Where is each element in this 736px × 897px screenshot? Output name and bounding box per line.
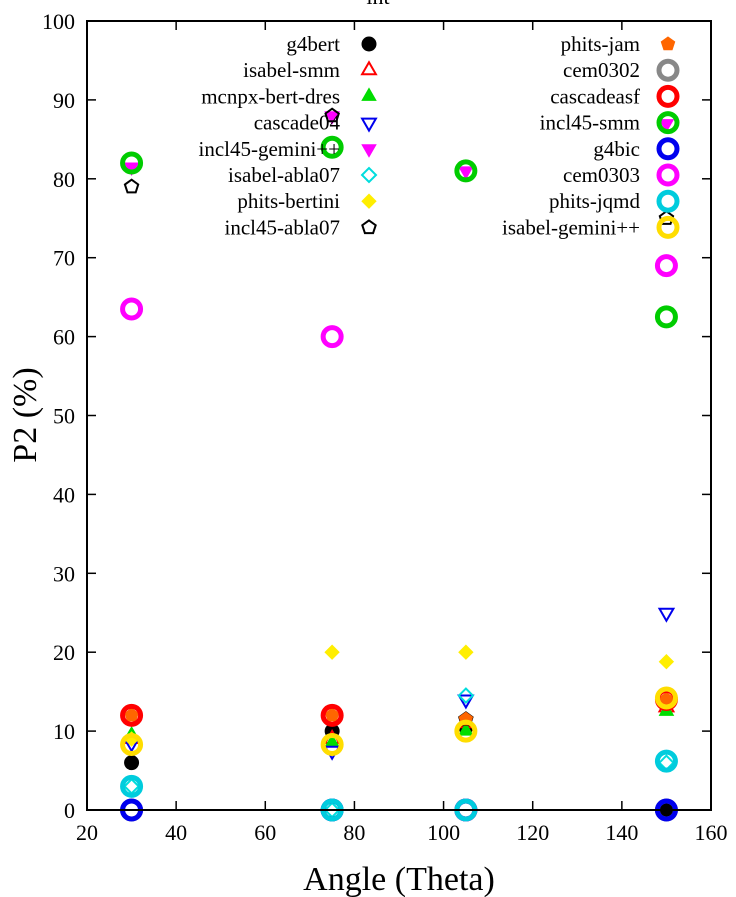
data-point-cem0303 xyxy=(654,254,678,278)
data-point-cem0303 xyxy=(320,325,344,349)
legend-label: cascadeasf xyxy=(550,84,640,108)
axis-ticks: 20 40 60 80 100 120 140 160 0 10 20 30 40 50 60 70 80 90 1… xyxy=(42,9,728,845)
y-tick-label: 100 xyxy=(42,9,75,34)
data-point-incl45-gemini++ xyxy=(324,111,340,125)
legend-marker-cascade04 xyxy=(360,117,378,133)
data-point-incl45-smm xyxy=(320,135,344,159)
y-tick-label: 40 xyxy=(53,482,75,507)
legend-marker-g4bic xyxy=(656,137,680,161)
legend-marker-g4bert xyxy=(361,36,377,52)
legend-label: cem0303 xyxy=(563,163,640,187)
legend-label: isabel-smm xyxy=(243,58,340,82)
y-tick-label: 80 xyxy=(53,167,75,192)
legend-label: g4bert xyxy=(286,32,340,56)
legend-marker-incl45-gemini++ xyxy=(361,144,377,158)
data-point-incl45-gemini++ xyxy=(458,166,474,180)
legend-marker-cascadeasf xyxy=(656,84,680,108)
y-tick-label: 90 xyxy=(53,88,75,113)
data-point-incl45-smm xyxy=(120,151,144,175)
data-point-incl45-gemini++ xyxy=(658,119,675,133)
data-point-isabel-gemini++ xyxy=(454,719,478,743)
legend-label: incl45-smm xyxy=(540,111,640,135)
data-point-isabel-gemini++ xyxy=(654,686,678,710)
data-point-isabel-gemini++ xyxy=(120,733,144,757)
data-point-cascadeasf xyxy=(120,703,144,727)
x-tick-label: 80 xyxy=(343,820,365,845)
data-point-phits-bertini xyxy=(658,653,675,670)
legend-marker-cem0303 xyxy=(656,163,680,187)
data-point-incl45-abla07 xyxy=(658,210,675,225)
legend-marker-incl45-abla07 xyxy=(361,219,377,235)
x-tick-label: 160 xyxy=(695,820,728,845)
data-point-incl45-smm xyxy=(454,159,478,183)
x-tick-label: 120 xyxy=(516,820,549,845)
x-tick-label: 140 xyxy=(605,820,638,845)
data-point-g4bert xyxy=(124,755,140,771)
legend-marker-isabel-smm xyxy=(360,60,378,76)
legend-label: mcnpx-bert-dres xyxy=(201,84,340,108)
legend-label: phits-jqmd xyxy=(549,189,641,213)
data-point-cascade04 xyxy=(657,607,676,623)
x-tick-label: 60 xyxy=(254,820,276,845)
legend-label: g4bic xyxy=(593,137,640,161)
data-point-mcnpx-bert-dres xyxy=(458,722,474,736)
data-point-phits-bertini xyxy=(458,644,474,660)
y-axis-title: P2 (%) xyxy=(7,367,44,462)
data-point-phits-jqmd xyxy=(654,749,678,773)
y-tick-label: 10 xyxy=(53,719,75,744)
y-tick-label: 30 xyxy=(53,561,75,586)
data-point-cascadeasf xyxy=(320,703,344,727)
y-tick-label: 20 xyxy=(53,640,75,665)
legend-label: cem0302 xyxy=(563,58,640,82)
legend-marker-phits-jqmd xyxy=(656,189,680,213)
legend-marker-phits-jam xyxy=(660,36,676,51)
legend-label: phits-jam xyxy=(561,32,640,56)
y-tick-label: 50 xyxy=(53,404,75,429)
data-point-phits-jam xyxy=(324,707,340,722)
legend-marker-incl45-smm xyxy=(656,111,680,135)
legend-marker-isabel-abla07 xyxy=(360,166,378,184)
x-tick-label: 100 xyxy=(427,820,460,845)
y-tick-label: 0 xyxy=(64,798,75,823)
data-point-phits-bertini xyxy=(324,644,340,660)
data-point-incl45-abla07 xyxy=(324,107,340,123)
legend-marker-cem0302 xyxy=(656,58,680,82)
data-point-phits-jqmd xyxy=(120,774,144,798)
legend-marker-mcnpx-bert-dres xyxy=(361,87,377,101)
data-point-phits-jam xyxy=(124,707,139,722)
legend-marker-isabel-gemini++ xyxy=(656,215,680,239)
x-tick-label: 20 xyxy=(76,820,98,845)
legend-label: isabel-abla07 xyxy=(228,163,340,187)
legend-label: phits-bertini xyxy=(237,189,340,213)
legend-label: isabel-gemini++ xyxy=(502,215,640,239)
data-point-incl45-abla07 xyxy=(123,178,140,194)
legend-label: cascade04 xyxy=(254,111,341,135)
data-point-cascade04 xyxy=(457,694,475,710)
plot-frame xyxy=(86,20,712,811)
legend-label: incl45-abla07 xyxy=(225,215,340,239)
data-point-isabel-gemini++ xyxy=(320,733,344,757)
y-tick-label: 60 xyxy=(53,325,75,350)
data-point-incl45-smm xyxy=(654,305,678,329)
chart-title: int xyxy=(366,0,389,9)
y-tick-label: 70 xyxy=(53,246,75,271)
x-axis-title: Angle (Theta) xyxy=(303,861,495,897)
data-point-isabel-abla07 xyxy=(457,687,475,705)
legend-marker-phits-bertini xyxy=(361,193,377,209)
x-tick-label: 40 xyxy=(165,820,187,845)
data-point-cem0303 xyxy=(120,297,144,321)
legend-label: incl45-gemini++ xyxy=(199,137,341,161)
